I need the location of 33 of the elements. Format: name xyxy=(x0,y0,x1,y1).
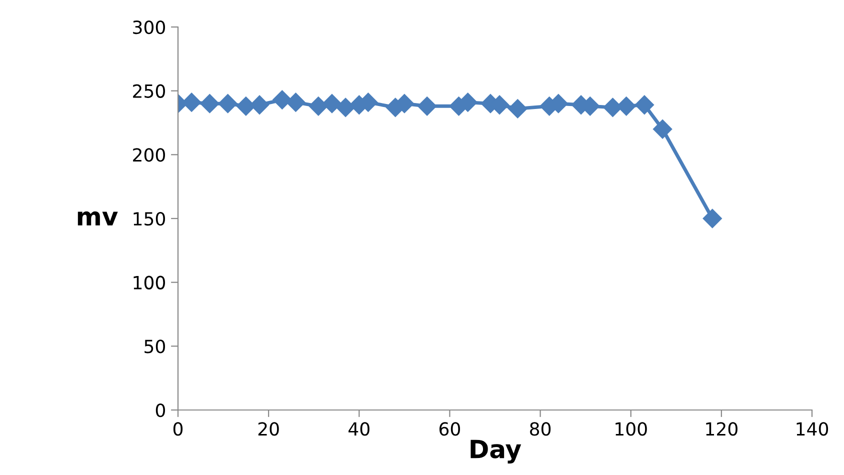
x-tick-label: 120 xyxy=(706,422,738,436)
point xyxy=(418,96,437,116)
x-tick-label: 80 xyxy=(530,422,551,436)
x-tick-label: 60 xyxy=(439,422,460,436)
x-tick-label: 100 xyxy=(616,422,647,436)
point xyxy=(200,94,220,114)
point xyxy=(508,99,528,118)
y-tick-label: 300 xyxy=(133,20,165,34)
point xyxy=(286,92,306,112)
point xyxy=(702,208,722,228)
y-tick-label: 250 xyxy=(133,84,165,98)
point xyxy=(308,96,328,116)
y-tick-label: 100 xyxy=(134,276,165,290)
point xyxy=(218,94,238,114)
point xyxy=(182,92,202,112)
x-tick-label: 140 xyxy=(796,422,828,436)
y-tick-label: 0 xyxy=(156,403,165,418)
point xyxy=(236,96,256,116)
y-tick-label: 200 xyxy=(133,148,165,162)
point xyxy=(272,90,292,110)
x-axis-title: Day xyxy=(470,440,522,464)
y-axis-title: mv xyxy=(78,211,118,226)
x-tick-label: 40 xyxy=(348,422,370,436)
point xyxy=(603,98,622,117)
point xyxy=(336,98,356,117)
y-tick-label: 150 xyxy=(134,212,165,226)
point xyxy=(322,94,342,114)
point xyxy=(634,95,654,114)
y-tick-label: 50 xyxy=(144,340,165,354)
point xyxy=(616,96,636,116)
x-tick-label: 20 xyxy=(258,422,279,436)
x-tick-label: 0 xyxy=(173,422,183,436)
point xyxy=(653,120,672,139)
